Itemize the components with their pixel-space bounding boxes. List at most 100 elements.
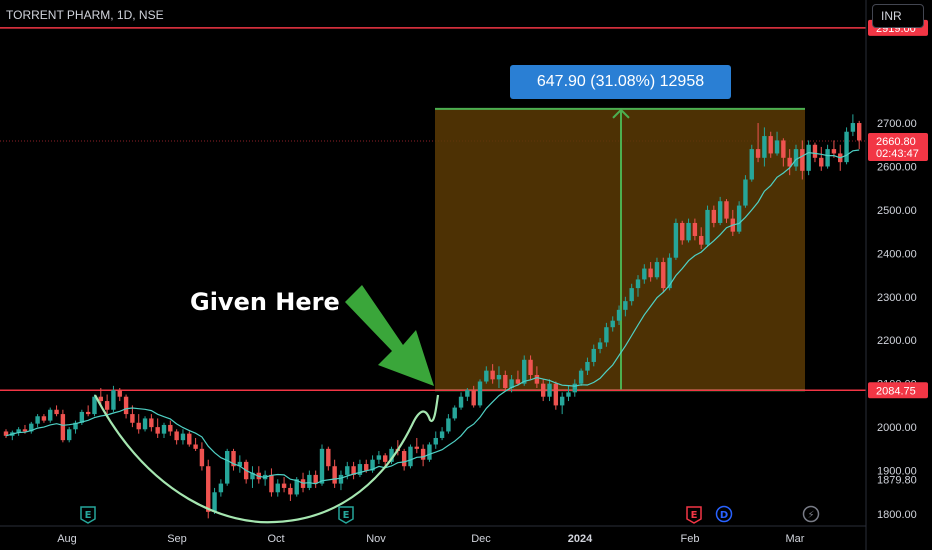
candle-body (490, 370, 495, 380)
annotation-arrow-icon[interactable] (345, 285, 434, 386)
candle-body (572, 383, 577, 393)
candle-body (199, 448, 205, 467)
price-tick-label: 2300.00 (877, 292, 917, 304)
candle-body (604, 327, 609, 343)
candle-body (692, 222, 698, 236)
candle-body (446, 418, 451, 432)
earnings-marker-icon (80, 506, 96, 524)
time-tick-label: Aug (57, 533, 77, 545)
time-tick-label: Sep (167, 533, 187, 545)
candle-body (288, 487, 293, 495)
price-tick-label: 2700.00 (877, 118, 917, 130)
candle-body (762, 136, 767, 158)
candle-body (193, 444, 198, 449)
candle-body (401, 451, 407, 467)
candle-body (142, 418, 148, 430)
candle-body (351, 466, 356, 475)
candle-body (313, 474, 318, 484)
event-marker-label: E (691, 510, 698, 521)
candle-body (414, 446, 419, 449)
event-marker-label: ⚡ (807, 510, 814, 521)
candle-body (376, 455, 382, 460)
candle-body (29, 423, 34, 432)
event-marker-icon (715, 505, 733, 523)
candle-body (319, 448, 325, 484)
candle-body (793, 149, 799, 167)
candle-body (3, 431, 9, 436)
earnings-marker-icon (686, 506, 702, 524)
last-price-tag[interactable] (868, 133, 928, 161)
candle-body (850, 123, 856, 132)
event-marker-label: E (343, 510, 350, 521)
candle-body (812, 144, 818, 158)
time-tick-label: Dec (471, 533, 491, 545)
event-marker-icon (802, 505, 820, 523)
candle-body (522, 359, 527, 384)
candle-body (781, 140, 786, 158)
candle-body (326, 448, 331, 467)
candle-body (123, 396, 129, 415)
price-tick-label: 2400.00 (877, 248, 917, 260)
candle-body (218, 483, 224, 493)
annotation-text: Given Here (190, 288, 340, 316)
candle-body (496, 374, 502, 380)
candle-body (509, 379, 514, 389)
candle-body (806, 144, 811, 171)
candle-body (477, 381, 483, 406)
candle-body (680, 222, 685, 241)
candle-body (332, 466, 337, 484)
time-tick-label: 2024 (568, 533, 593, 545)
candle-body (452, 407, 457, 419)
candle-body (136, 422, 141, 430)
candle-body (743, 179, 748, 206)
candle-body (559, 396, 565, 406)
last-price-label: 2660.80 (876, 136, 916, 148)
candle-body (578, 370, 584, 384)
price-axis[interactable]: 2700.00 2600.00 2500.00 2400.00 2300.00 2200.… (868, 19, 928, 521)
candle-body (237, 461, 243, 467)
event-markers: E E E D ⚡ (80, 505, 820, 524)
candle-body (610, 320, 615, 328)
candle-body (787, 157, 792, 167)
currency-button[interactable]: INR (872, 4, 924, 28)
candle-body (408, 446, 413, 467)
candle-body (35, 416, 40, 424)
candle-body (699, 235, 704, 245)
time-tick-label: Mar (786, 533, 805, 545)
price-tick-label: 2200.00 (877, 335, 917, 347)
candle-body (528, 359, 533, 375)
candle-body (591, 348, 596, 362)
candle-body (269, 474, 274, 493)
candle-body (281, 483, 287, 488)
candle-body (383, 455, 388, 462)
candle-body (307, 474, 312, 488)
candle-body (111, 390, 116, 410)
candle-body (774, 140, 780, 154)
candle-body (389, 448, 394, 462)
candle-body (623, 301, 628, 310)
candle-body (661, 262, 666, 289)
candle-body (768, 136, 773, 154)
candle-body (161, 424, 167, 434)
candle-body (92, 396, 97, 415)
candle-body (212, 492, 217, 512)
candle-body (420, 448, 426, 460)
time-axis[interactable]: Aug Sep Oct Nov Dec 2024 Feb Mar (0, 0, 867, 550)
candle-body (673, 222, 679, 258)
level-layer (0, 27, 866, 392)
candle-body (357, 464, 363, 475)
candle-body (831, 149, 837, 154)
candle-body (174, 431, 179, 441)
candle-layer (3, 114, 862, 519)
level-price-tag[interactable] (868, 382, 928, 399)
candle-body (534, 374, 540, 384)
candle-body (705, 209, 710, 245)
candle-body (16, 429, 21, 433)
candle-body (800, 149, 805, 171)
time-tick-label: Oct (267, 533, 284, 545)
cup-pattern-line[interactable] (94, 394, 440, 524)
candle-body (370, 459, 375, 471)
candle-body (149, 418, 154, 428)
candle-body (717, 201, 723, 223)
